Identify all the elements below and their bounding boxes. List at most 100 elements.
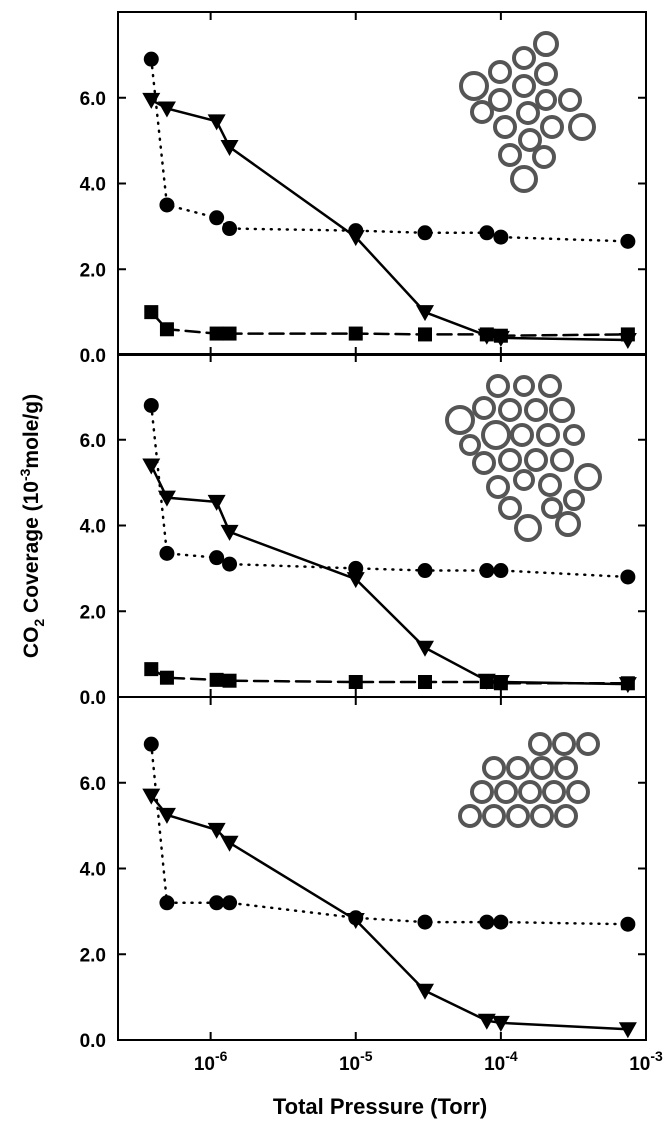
x-tick-label: 10-4 xyxy=(484,1048,518,1075)
inset-ring xyxy=(498,448,522,472)
inset-ring xyxy=(486,374,510,398)
marker-triangle xyxy=(415,640,434,657)
inset-ring xyxy=(470,780,494,804)
marker-circle xyxy=(159,197,175,213)
y-tick-label: 0.0 xyxy=(80,1031,106,1052)
marker-circle xyxy=(209,895,225,911)
marker-triangle xyxy=(220,140,239,157)
marker-triangle xyxy=(415,983,434,1000)
inset-ring xyxy=(514,514,542,542)
y-axis-label: CO2 Coverage (10-3mole/g) xyxy=(17,394,47,658)
inset-ring xyxy=(498,398,522,422)
inset-ring xyxy=(510,165,538,193)
marker-square xyxy=(493,676,508,691)
inset-ring xyxy=(542,780,566,804)
x-tick-exponent: -5 xyxy=(360,1048,373,1064)
x-tick-exponent: -4 xyxy=(505,1048,518,1064)
y-label-superscript: -3 xyxy=(17,468,33,481)
marker-square xyxy=(417,674,432,689)
marker-circle xyxy=(222,221,238,237)
inset-ring xyxy=(533,31,559,57)
marker-square xyxy=(209,326,224,341)
inset-ring xyxy=(535,89,557,111)
x-tick-base: 10 xyxy=(484,1054,505,1075)
inset-ring xyxy=(574,463,602,491)
marker-triangle xyxy=(346,572,365,589)
marker-circle xyxy=(159,545,175,561)
marker-circle xyxy=(620,233,636,249)
marker-circle xyxy=(493,563,509,579)
x-tick-base: 10 xyxy=(339,1054,360,1075)
marker-square xyxy=(209,672,224,687)
inset-ring xyxy=(552,732,576,756)
marker-square xyxy=(159,670,174,685)
marker-square xyxy=(620,327,635,342)
marker-square xyxy=(222,326,237,341)
marker-square xyxy=(479,327,494,342)
marker-triangle xyxy=(157,101,176,118)
marker-triangle xyxy=(220,524,239,541)
marker-square xyxy=(144,662,159,677)
inset-ring xyxy=(534,62,558,86)
inset-ring xyxy=(459,71,489,101)
marker-square xyxy=(222,673,237,688)
x-tick-exponent: -6 xyxy=(215,1048,228,1064)
inset-ring xyxy=(554,756,578,780)
inset-ring xyxy=(524,398,548,422)
inset-ring xyxy=(459,434,481,456)
inset-ring xyxy=(481,420,511,450)
marker-triangle xyxy=(142,788,161,805)
inset-ring xyxy=(538,473,562,497)
marker-square xyxy=(493,328,508,343)
inset-ring xyxy=(568,113,596,141)
y-tick-label: 2.0 xyxy=(80,260,106,281)
marker-circle xyxy=(620,916,636,932)
marker-circle xyxy=(143,397,159,413)
marker-square xyxy=(620,676,635,691)
marker-circle xyxy=(479,225,495,241)
inset-ring xyxy=(482,804,506,828)
inset-ring xyxy=(524,448,548,472)
inset-ring xyxy=(486,475,510,499)
y-tick-label: 0.0 xyxy=(80,688,106,709)
marker-triangle xyxy=(415,305,434,322)
inset-ring xyxy=(458,804,482,828)
inset-ring xyxy=(518,780,542,804)
inset-ring xyxy=(445,405,475,435)
inset-ring xyxy=(530,756,554,780)
y-tick-label: 4.0 xyxy=(80,517,106,538)
inset-ring xyxy=(482,756,506,780)
inset-ring xyxy=(555,511,581,537)
inset-ring xyxy=(498,496,522,520)
inset-ring xyxy=(536,423,560,447)
y-label-part: CO xyxy=(20,627,43,659)
marker-triangle xyxy=(207,494,226,511)
marker-circle xyxy=(620,569,636,585)
inset-ring xyxy=(563,489,585,511)
inset-ring xyxy=(510,423,534,447)
marker-circle xyxy=(479,563,495,579)
inset-ring xyxy=(488,60,512,84)
inset-ring xyxy=(512,46,536,70)
marker-square xyxy=(144,305,159,320)
marker-circle xyxy=(143,736,159,752)
inset-ring xyxy=(576,732,600,756)
inset-ring xyxy=(472,396,496,420)
inset-ring xyxy=(498,143,522,167)
y-tick-label: 6.0 xyxy=(80,89,106,110)
marker-circle xyxy=(222,556,238,572)
inset-ring xyxy=(506,756,530,780)
marker-triangle xyxy=(477,1013,496,1030)
marker-triangle xyxy=(157,490,176,507)
marker-triangle xyxy=(142,458,161,475)
inset-ring xyxy=(512,74,536,98)
marker-circle xyxy=(493,229,509,245)
inset-ring xyxy=(566,780,590,804)
marker-triangle xyxy=(346,912,365,929)
marker-triangle xyxy=(207,114,226,131)
inset-ring xyxy=(540,115,564,139)
marker-triangle xyxy=(346,230,365,247)
inset-ring xyxy=(494,780,518,804)
